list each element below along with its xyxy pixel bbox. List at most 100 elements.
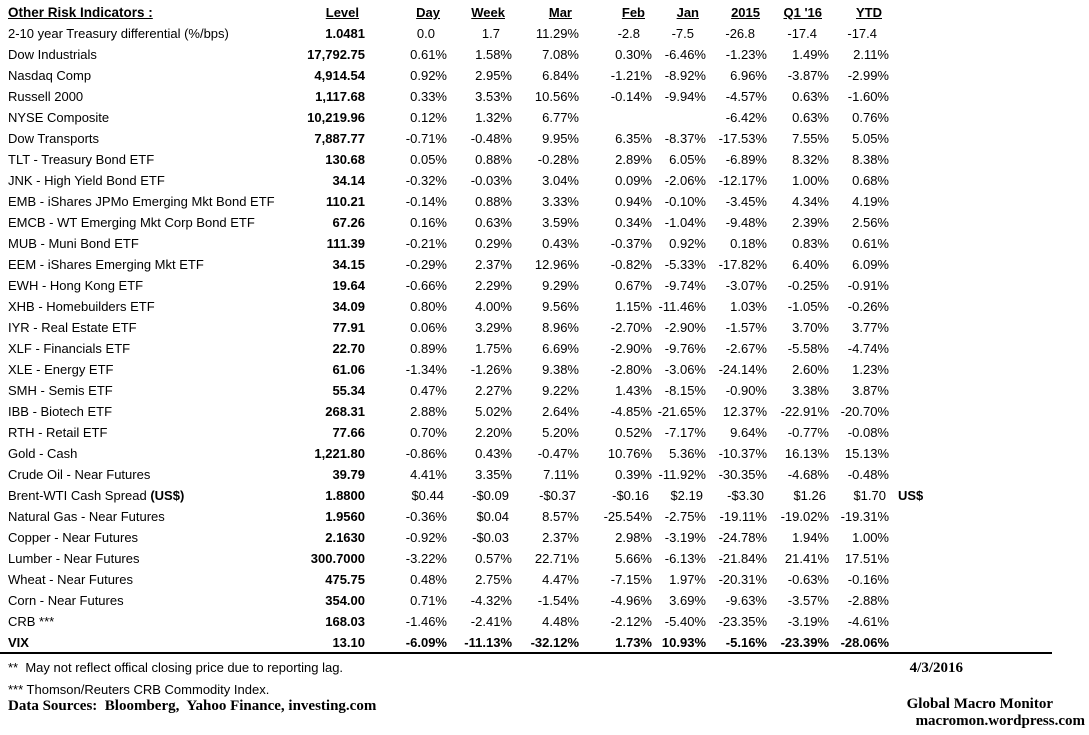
- value-cell: -8.15%: [664, 383, 706, 398]
- row-note-cell: [890, 359, 940, 380]
- row-label: TLT - Treasury Bond ETF: [8, 152, 155, 167]
- level-cell: 475.75: [325, 572, 365, 587]
- table-row: Corn - Near Futures 354.00 0.71% -4.32% -1.5…: [0, 590, 940, 611]
- value-cell: -0.37%: [610, 236, 652, 251]
- table-row: Lumber - Near Futures 300.7000 -3.22% 0.57%…: [0, 548, 940, 569]
- value-cell: 0.09%: [615, 173, 652, 188]
- level-cell: 1,117.68: [315, 89, 365, 104]
- row-label-cell: IBB - Biotech ETF: [0, 401, 290, 422]
- value-cell: 0.57%: [475, 551, 512, 566]
- value-cell: 6.69%: [542, 341, 579, 356]
- value-cell: 0.92%: [669, 236, 706, 251]
- table-row: EEM - iShares Emerging Mkt ETF 34.15 -0.29…: [0, 254, 940, 275]
- row-note-cell: [890, 23, 940, 44]
- value-cell: -0.48%: [847, 467, 889, 482]
- value-cell: -0.91%: [847, 278, 889, 293]
- row-label: NYSE Composite: [8, 110, 110, 125]
- value-cell: 0.52%: [615, 425, 652, 440]
- value-cell: -6.46%: [664, 47, 706, 62]
- value-cell: 0.94%: [615, 194, 652, 209]
- value-cell: -5.40%: [664, 614, 706, 629]
- row-label-cell: VIX: [0, 632, 290, 653]
- row-label: VIX: [8, 635, 29, 650]
- table-row: Nasdaq Comp 4,914.54 0.92% 2.95% 6.84% -1.21%…: [0, 65, 940, 86]
- value-cell: 3.87%: [852, 383, 889, 398]
- table-row: CRB *** 168.03 -1.46% -2.41% 4.48% -2.12% -5.4…: [0, 611, 940, 632]
- value-cell: 0.63%: [475, 215, 512, 230]
- row-label: Russell 2000: [8, 89, 84, 104]
- row-label: 2-10 year Treasury differential (%/bps): [8, 26, 229, 41]
- level-cell: 34.14: [332, 173, 365, 188]
- value-cell: 5.20%: [542, 425, 579, 440]
- value-cell: -1.05%: [787, 299, 829, 314]
- row-label-cell: Natural Gas - Near Futures: [0, 506, 290, 527]
- table-title: Other Risk Indicators :: [8, 5, 153, 20]
- level-cell: 130.68: [325, 152, 365, 167]
- value-cell: -0.14%: [405, 194, 447, 209]
- column-header: Level: [325, 5, 359, 20]
- level-cell: 168.03: [325, 614, 365, 629]
- value-cell: -9.94%: [664, 89, 706, 104]
- value-cell: -2.75%: [664, 509, 706, 524]
- row-label-cell: XLE - Energy ETF: [0, 359, 290, 380]
- table-row: Crude Oil - Near Futures 39.79 4.41% 3.35% 7…: [0, 464, 940, 485]
- value-cell: -7.15%: [610, 572, 652, 587]
- row-note-cell: [890, 401, 940, 422]
- value-cell: -6.42%: [725, 110, 767, 125]
- level-cell: 1.9560: [325, 509, 365, 524]
- value-cell: -4.85%: [610, 404, 652, 419]
- value-cell: 0.63%: [792, 110, 829, 125]
- row-label-cell: Gold - Cash: [0, 443, 290, 464]
- level-cell: 61.06: [332, 362, 365, 377]
- value-cell: -0.86%: [405, 446, 447, 461]
- table-row: 2-10 year Treasury differential (%/bps) 1…: [0, 23, 940, 44]
- value-cell: 4.41%: [410, 467, 447, 482]
- value-cell: $0.04: [476, 509, 509, 524]
- row-label: XLF - Financials ETF: [8, 341, 131, 356]
- value-cell: -23.35%: [718, 614, 767, 629]
- value-cell: 0.61%: [410, 47, 447, 62]
- table-row: RTH - Retail ETF 77.66 0.70% 2.20% 5.20% 0.52…: [0, 422, 940, 443]
- value-cell: -0.16%: [847, 572, 889, 587]
- value-cell: -0.92%: [405, 530, 447, 545]
- value-cell: 1.49%: [792, 47, 829, 62]
- value-cell: 6.05%: [669, 152, 706, 167]
- value-cell: -21.84%: [718, 551, 767, 566]
- brand-url: macromon.wordpress.com: [915, 713, 1085, 729]
- row-note-cell: [890, 443, 940, 464]
- row-label: Wheat - Near Futures: [8, 572, 133, 587]
- brand-name: Global Macro Monitor: [906, 696, 1053, 712]
- value-cell: -19.11%: [719, 509, 767, 524]
- row-note-cell: [890, 590, 940, 611]
- row-label-cell: Dow Transports: [0, 128, 290, 149]
- level-cell: 55.34: [332, 383, 365, 398]
- value-cell: -0.14%: [610, 89, 652, 104]
- table-row: Dow Transports 7,887.77 -0.71% -0.48% 9.95% 6…: [0, 128, 940, 149]
- value-cell: -8.92%: [664, 68, 706, 83]
- value-cell: 0.48%: [410, 572, 447, 587]
- value-cell: -24.14%: [718, 362, 767, 377]
- value-cell: 3.59%: [542, 215, 579, 230]
- value-cell: -20.31%: [718, 572, 767, 587]
- value-cell: -0.26%: [847, 299, 889, 314]
- row-note-cell: [890, 422, 940, 443]
- row-label-cell: Lumber - Near Futures: [0, 548, 290, 569]
- row-note-cell: [890, 170, 940, 191]
- value-cell: -0.66%: [405, 278, 447, 293]
- value-cell: 2.88%: [410, 404, 447, 419]
- row-label-cell: EMB - iShares JPMo Emerging Mkt Bond ETF: [0, 191, 290, 212]
- row-note-cell: [890, 506, 940, 527]
- table-row: SMH - Semis ETF 55.34 0.47% 2.27% 9.22% 1.43%…: [0, 380, 940, 401]
- value-cell: -17.82%: [718, 257, 767, 272]
- value-cell: 5.02%: [475, 404, 512, 419]
- table-row: XLF - Financials ETF 22.70 0.89% 1.75% 6.69%…: [0, 338, 940, 359]
- level-cell: 1.8800: [325, 488, 365, 503]
- value-cell: 8.57%: [542, 509, 579, 524]
- value-cell: 1.97%: [669, 572, 706, 587]
- value-cell: 16.13%: [784, 446, 829, 461]
- row-note-cell: [890, 212, 940, 233]
- value-cell: -2.70%: [610, 320, 652, 335]
- row-label-cell: IYR - Real Estate ETF: [0, 317, 290, 338]
- level-cell: 39.79: [332, 467, 365, 482]
- risk-table-body: 2-10 year Treasury differential (%/bps) 1…: [0, 23, 940, 653]
